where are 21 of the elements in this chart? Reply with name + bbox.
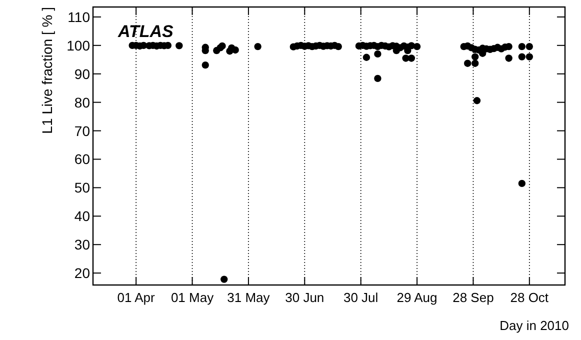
x-tick-label: 29 Aug <box>396 290 438 305</box>
y-tick-label: 80 <box>74 94 90 110</box>
y-tick-label: 110 <box>68 8 90 25</box>
y-axis-title: L1 Live fraction [ % ] <box>39 7 55 134</box>
x-tick-label: 01 May <box>170 290 214 305</box>
y-tick-label: 40 <box>74 208 90 224</box>
x-axis-title: Day in 2010 <box>500 318 569 333</box>
x-tick-label: 31 May <box>227 290 270 305</box>
y-tick-label: 50 <box>74 180 90 196</box>
x-tick-label: 01 Apr <box>117 290 156 305</box>
y-tick-label: 60 <box>74 151 90 168</box>
x-tick-label: 28 Sep <box>452 290 494 305</box>
y-tick-label: 70 <box>74 122 90 139</box>
x-tick-label: 30 Jun <box>285 290 324 305</box>
y-tick-label: 30 <box>74 236 90 253</box>
x-tick-label: 28 Oct <box>510 290 549 305</box>
y-tick-label: 90 <box>74 66 90 82</box>
y-tick-label: 20 <box>74 265 90 282</box>
y-tick-label: 100 <box>66 37 90 54</box>
annotation: ATLAS <box>117 22 174 41</box>
x-tick-label: 30 Jul <box>343 290 378 305</box>
